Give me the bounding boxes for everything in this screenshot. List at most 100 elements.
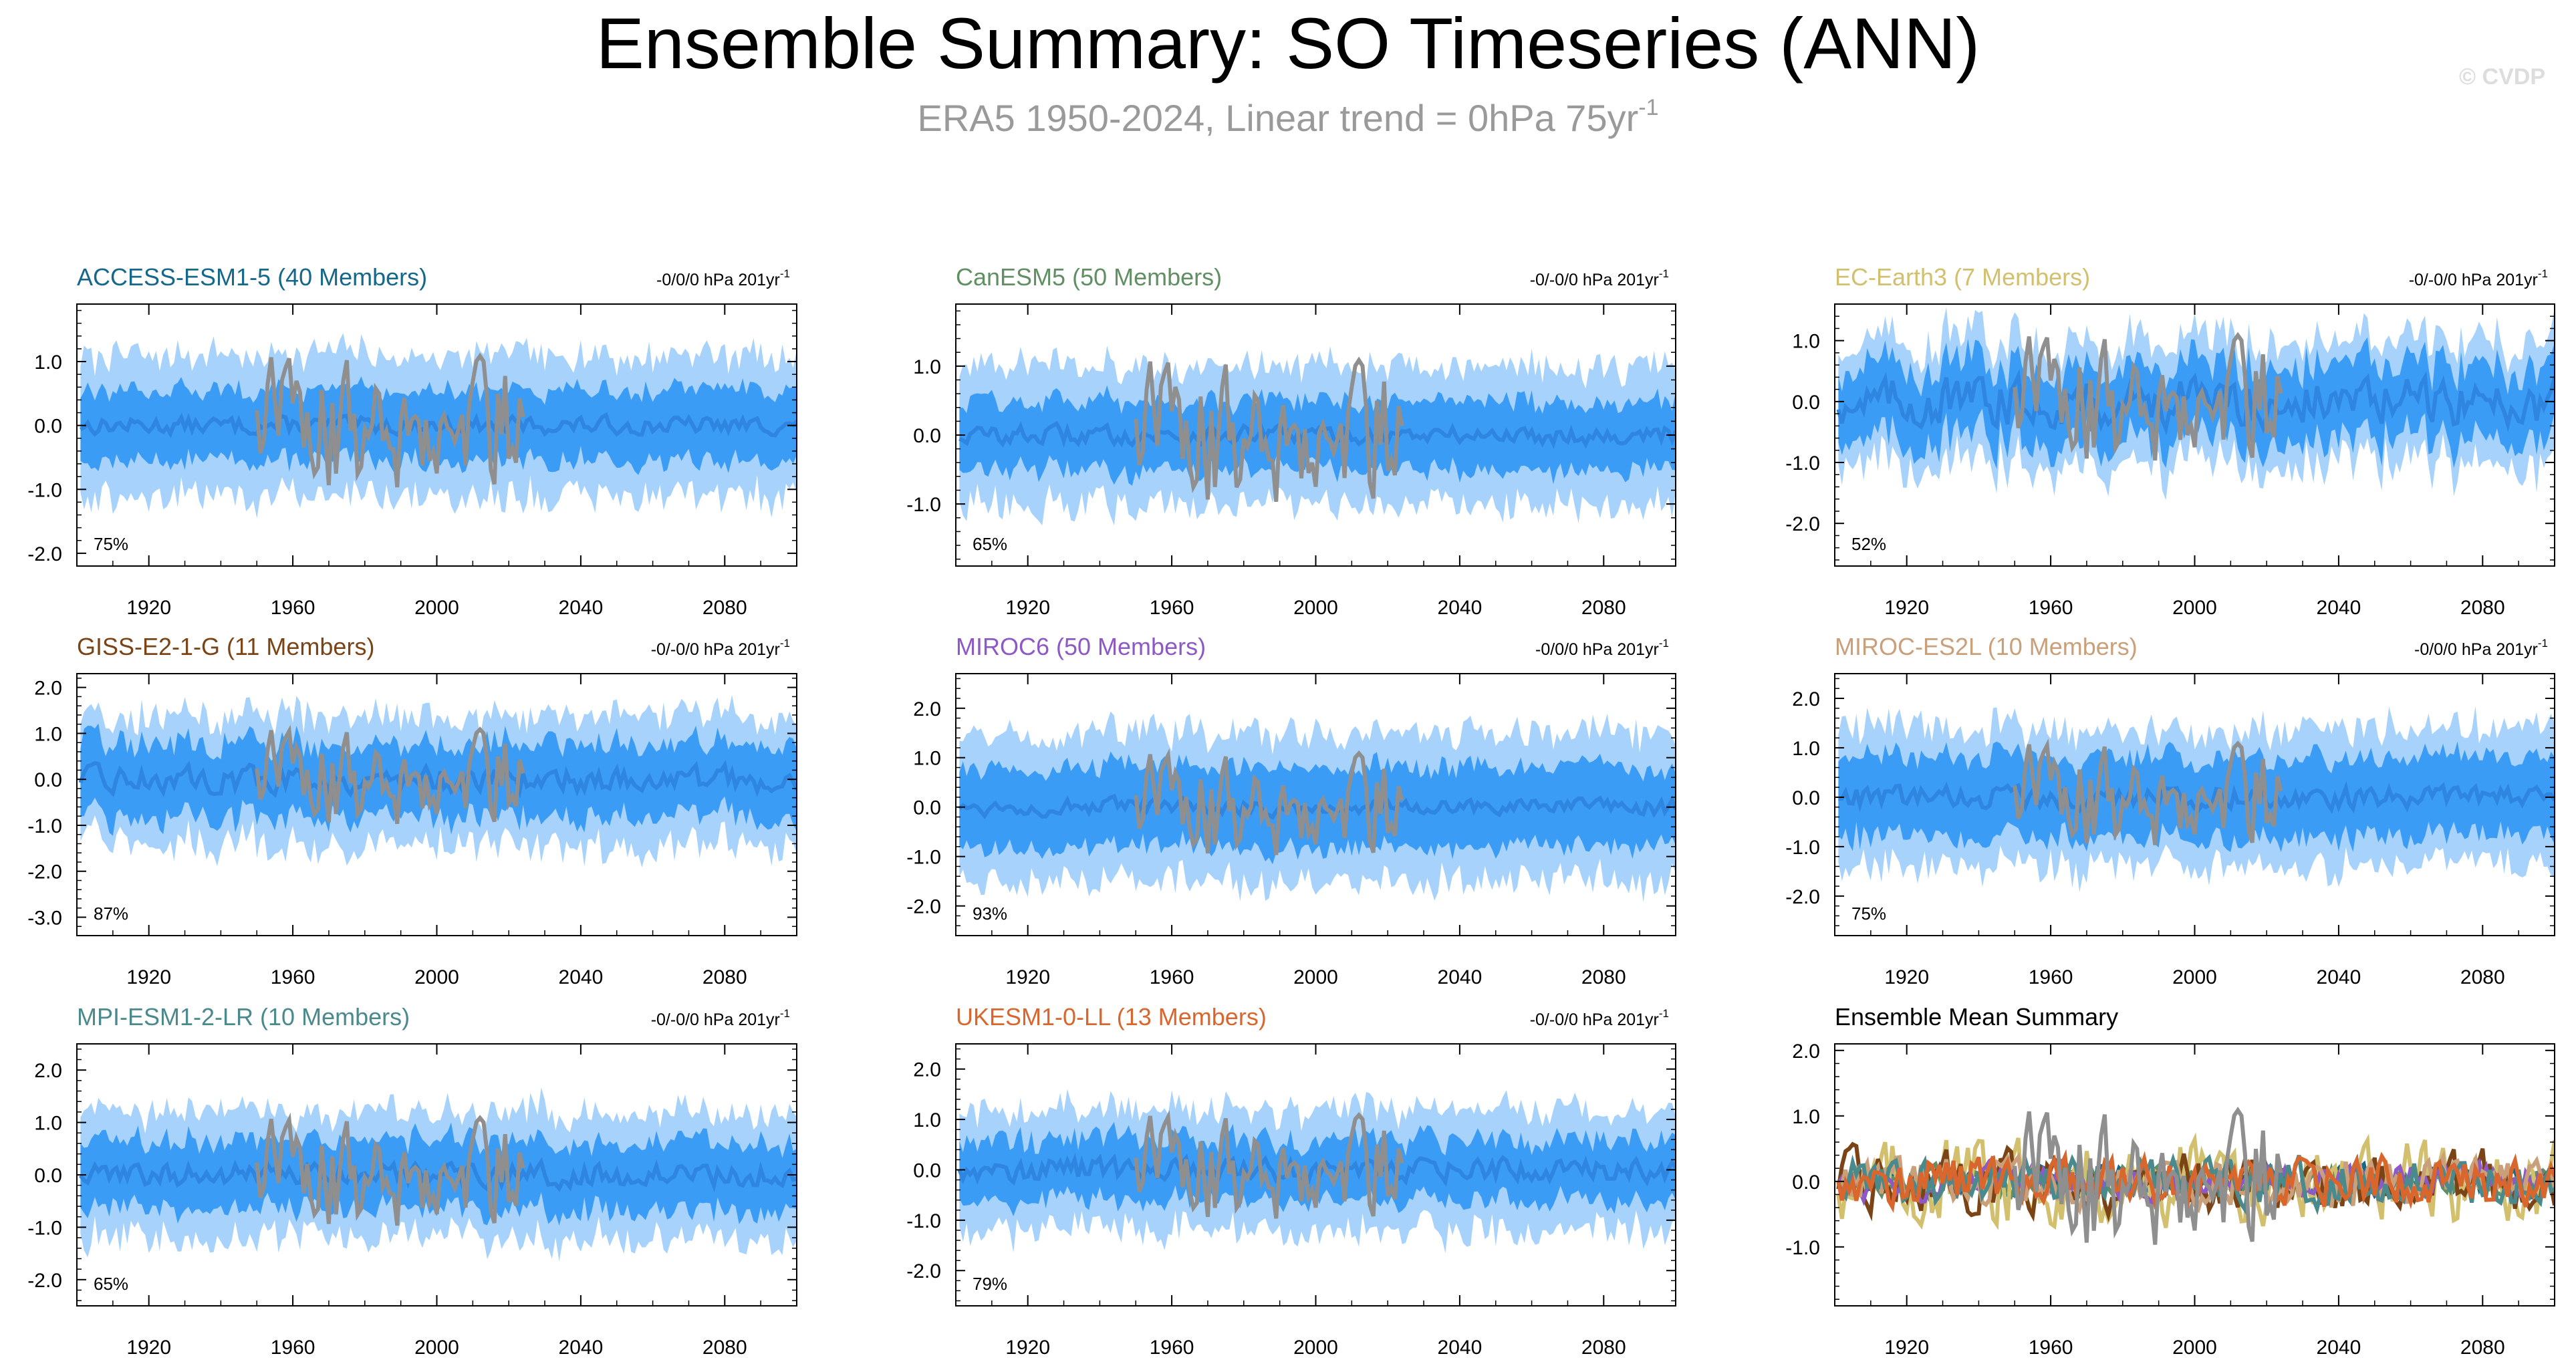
percent-label: 65% (973, 534, 1007, 554)
panel-title: ACCESS-ESM1-5 (40 Members) (77, 263, 427, 291)
figure-subtitle: ERA5 1950-2024, Linear trend = 0hPa 75yr… (918, 95, 1659, 139)
panel: EC-Earth3 (7 Members) -0/-0/0 hPa 201yr-1… (1785, 263, 2555, 619)
y-tick-label: 0.0 (913, 425, 941, 447)
observed-line (2013, 331, 2283, 461)
panel: ACCESS-ESM1-5 (40 Members) -0/0/0 hPa 201… (27, 263, 797, 619)
x-tick-label: 1960 (1150, 1337, 1194, 1359)
panel: MIROC6 (50 Members) -0/0/0 hPa 201yr-1 -2.… (906, 633, 1676, 988)
plot-area (78, 695, 797, 867)
ensemble-mean-line (958, 420, 1676, 449)
plot-area (1838, 706, 2555, 892)
panel: Ensemble Mean Summary -1.0 0.0 1.0 2.0 1920 19… (1785, 1003, 2555, 1359)
x-tick-label: 1920 (126, 966, 171, 988)
y-tick-label: -2.0 (906, 896, 941, 918)
y-tick-label: 0.0 (1792, 1172, 1820, 1194)
trend-label: -0/-0/0 hPa 201yr-1 (651, 637, 790, 659)
y-tick-label: 0.0 (1792, 787, 1820, 809)
figure-title: Ensemble Summary: SO Timeseries (ANN) (596, 3, 1980, 84)
y-tick-label: -1.0 (27, 815, 62, 837)
y-tick-label: 0.0 (1792, 392, 1820, 414)
panel: MIROC-ES2L (10 Members) -0/0/0 hPa 201yr-… (1785, 633, 2555, 988)
panel: GISS-E2-1-G (11 Members) -0/-0/0 hPa 201y… (27, 633, 797, 988)
panel-title: Ensemble Mean Summary (1835, 1003, 2118, 1031)
x-tick-label: 2000 (1293, 966, 1338, 988)
y-tick-label: -1.0 (27, 1217, 62, 1239)
y-tick-label: 2.0 (913, 698, 941, 720)
observed-line (255, 352, 525, 488)
observed-line (2013, 738, 2283, 845)
observed-line (255, 1112, 525, 1226)
x-tick-label: 1960 (271, 597, 315, 619)
x-tick-label: 2080 (2460, 597, 2505, 619)
y-tick-label: 0.0 (34, 1165, 62, 1187)
x-tick-label: 1960 (1150, 966, 1194, 988)
x-tick-label: 2040 (1438, 1337, 1483, 1359)
panel-title: MIROC6 (50 Members) (956, 633, 1206, 660)
y-tick-label: 0.0 (913, 1159, 941, 1182)
y-tick-label: -1.0 (906, 847, 941, 869)
observed-line (1134, 1109, 1404, 1219)
x-tick-label: 2040 (559, 966, 604, 988)
trend-label: -0/0/0 hPa 201yr-1 (656, 267, 790, 289)
x-tick-label: 2000 (2172, 597, 2217, 619)
y-tick-label: -2.0 (906, 1260, 941, 1282)
panel-grid: ACCESS-ESM1-5 (40 Members) -0/0/0 hPa 201… (27, 263, 2555, 1359)
y-tick-label: -2.0 (27, 1270, 62, 1292)
x-tick-label: 1960 (2029, 966, 2073, 988)
y-tick-label: 1.0 (913, 356, 941, 378)
panel-title: UKESM1-0-LL (13 Members) (956, 1003, 1267, 1031)
y-tick-label: 0.0 (913, 797, 941, 819)
y-tick-label: -2.0 (1785, 886, 1820, 908)
x-tick-label: 1960 (271, 1337, 315, 1359)
x-tick-label: 2040 (1438, 966, 1483, 988)
plot-area (1836, 307, 2555, 501)
x-tick-label: 2040 (559, 1337, 604, 1359)
y-tick-label: 2.0 (913, 1059, 941, 1081)
panel-title: CanESM5 (50 Members) (956, 263, 1222, 291)
y-tick-label: -1.0 (1785, 1237, 1820, 1259)
y-tick-label: -1.0 (27, 479, 62, 501)
x-tick-label: 1920 (1005, 597, 1050, 619)
x-tick-label: 2080 (702, 1337, 747, 1359)
watermark: © CVDP (2459, 64, 2545, 90)
x-tick-label: 2080 (1581, 1337, 1626, 1359)
trend-label: -0/0/0 hPa 201yr-1 (1535, 637, 1669, 659)
y-tick-label: 1.0 (913, 1109, 941, 1131)
trend-label: -0/-0/0 hPa 201yr-1 (651, 1007, 790, 1029)
x-tick-label: 2000 (2172, 966, 2217, 988)
observed-line (1134, 748, 1404, 855)
percent-label: 75% (1851, 904, 1886, 924)
y-tick-label: -1.0 (906, 494, 941, 516)
y-tick-label: 0.0 (34, 416, 62, 438)
x-tick-label: 2080 (702, 966, 747, 988)
x-tick-label: 1960 (2029, 1337, 2073, 1359)
y-tick-label: 1.0 (1792, 738, 1820, 760)
percent-label: 87% (94, 904, 128, 924)
x-tick-label: 2000 (414, 966, 459, 988)
trend-label: -0/0/0 hPa 201yr-1 (2414, 637, 2548, 659)
x-tick-label: 1960 (271, 966, 315, 988)
observed-line (2013, 1107, 2283, 1245)
percent-label: 52% (1851, 534, 1886, 554)
plot-area (958, 711, 1676, 902)
x-tick-label: 1920 (1884, 966, 1929, 988)
y-tick-label: 1.0 (1792, 331, 1820, 353)
trend-label: -0/-0/0 hPa 201yr-1 (1530, 267, 1669, 289)
y-tick-label: -1.0 (1785, 452, 1820, 474)
y-tick-label: 0.0 (34, 769, 62, 791)
panel-title: MPI-ESM1-2-LR (10 Members) (77, 1003, 410, 1031)
x-tick-label: 2080 (2460, 966, 2505, 988)
panel-title: MIROC-ES2L (10 Members) (1835, 633, 2138, 660)
x-tick-label: 2000 (1293, 1337, 1338, 1359)
ensemble-mean-line (1836, 368, 2555, 436)
y-tick-label: 1.0 (1792, 1106, 1820, 1128)
x-tick-label: 1960 (2029, 597, 2073, 619)
panel: CanESM5 (50 Members) -0/-0/0 hPa 201yr-1 -… (906, 263, 1676, 619)
percent-label: 79% (973, 1274, 1007, 1294)
percent-label: 65% (94, 1274, 128, 1294)
trend-label: -0/-0/0 hPa 201yr-1 (2409, 267, 2548, 289)
x-tick-label: 2000 (414, 1337, 459, 1359)
plot-area (79, 333, 797, 519)
trend-label: -0/-0/0 hPa 201yr-1 (1530, 1007, 1669, 1029)
